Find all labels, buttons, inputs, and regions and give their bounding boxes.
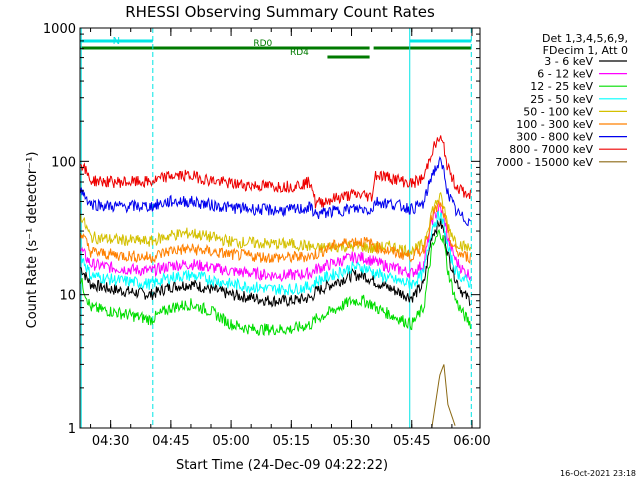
x-tick-label-6: 06:00 (453, 434, 490, 449)
cyan-bar-label-0: N (113, 36, 120, 47)
y-axis-label: Count Rate (s⁻¹ detector⁻¹) (25, 152, 40, 329)
legend-header-1: FDecim 1, Att 0 (543, 44, 628, 57)
x-tick-label-5: 05:45 (393, 434, 430, 449)
series-line-7 (80, 135, 471, 209)
y-tick-label-0: 1 (68, 422, 76, 437)
flag-bar-label-0: RD0 (253, 39, 272, 49)
series-lines (80, 135, 471, 429)
legend: Det 1,3,4,5,6,9,FDecim 1, Att 03 - 6 keV… (495, 32, 628, 169)
legend-entry-label-5: 100 - 300 keV (516, 118, 593, 131)
series-line-4 (80, 191, 471, 258)
x-tick-label-4: 05:30 (333, 434, 370, 449)
legend-entry-label-8: 7000 - 15000 keV (495, 156, 593, 169)
status-bars: N RD0 RD4 (80, 36, 472, 59)
legend-entry-label-3: 25 - 50 keV (530, 93, 593, 106)
plot-frame (79, 27, 481, 429)
legend-entry-label-1: 6 - 12 keV (537, 68, 593, 81)
legend-entry-label-0: 3 - 6 keV (544, 55, 593, 68)
x-tick-label-1: 04:45 (152, 434, 189, 449)
series-line-1 (80, 203, 471, 283)
series-line-3 (80, 210, 471, 296)
y-tick-label-3: 1000 (43, 22, 76, 37)
y-tick-label-1: 10 (59, 289, 76, 304)
y-tick-label-2: 100 (51, 155, 76, 170)
legend-entry-label-6: 300 - 800 keV (516, 131, 593, 144)
x-tick-label-2: 05:00 (212, 434, 249, 449)
legend-entry-label-4: 50 - 100 keV (523, 105, 593, 118)
series-line-8 (431, 364, 456, 429)
series-line-2 (80, 228, 471, 337)
series-line-5 (80, 199, 471, 264)
timestamp: 16-Oct-2021 23:18 (560, 469, 636, 478)
series-line-0 (80, 218, 471, 308)
x-axis-label: Start Time (24-Dec-09 04:22:22) (176, 458, 388, 473)
axes: 1 10 100 1000 04:30 04:45 05:00 05:15 05:30 05:45… (43, 22, 491, 449)
flag-bar-label-2: RD4 (290, 48, 309, 58)
legend-entry-label-2: 12 - 25 keV (530, 80, 593, 93)
x-tick-label-3: 05:15 (273, 434, 310, 449)
series-line-6 (80, 155, 471, 227)
x-tick-label-0: 04:30 (92, 434, 129, 449)
chart-title: RHESSI Observing Summary Count Rates (125, 3, 435, 21)
legend-header-0: Det 1,3,4,5,6,9, (542, 32, 628, 45)
reference-lines (80, 28, 472, 428)
legend-entry-label-7: 800 - 7000 keV (509, 143, 593, 156)
